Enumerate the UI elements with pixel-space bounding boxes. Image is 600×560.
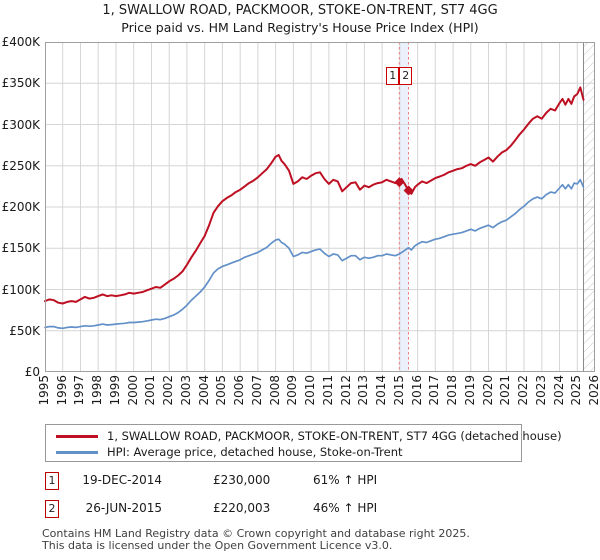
x-tick-label: 2013	[356, 375, 371, 406]
y-tick-label: £200K	[1, 200, 40, 214]
y-tick-label: £350K	[1, 76, 40, 91]
transaction-2-date: 26-JUN-2015	[85, 501, 162, 515]
x-tick-label: 2000	[125, 375, 140, 406]
property-price-line	[44, 86, 585, 305]
y-tick-label: £300K	[1, 117, 40, 132]
x-tick-label: 1998	[90, 375, 105, 406]
x-tick-label: 2019	[462, 375, 477, 406]
sale-flag-1: 1	[386, 67, 400, 85]
x-tick-label: 2001	[143, 375, 158, 406]
x-tick-label: 2025	[569, 375, 584, 406]
page-subtitle: Price paid vs. HM Land Registry's House …	[121, 20, 479, 35]
y-tick-label: £250K	[1, 158, 40, 173]
x-tick-label: 2014	[374, 375, 389, 406]
legend: 1, SWALLOW ROAD, PACKMOOR, STOKE-ON-TREN…	[45, 424, 562, 462]
plot-border	[45, 42, 595, 372]
future-hatch-region	[583, 42, 595, 372]
transaction-1-date: 19-DEC-2014	[82, 473, 162, 487]
x-tick-label: 2015	[391, 375, 406, 406]
x-tick-label: 2016	[409, 375, 424, 406]
legend-row-property: 1, SWALLOW ROAD, PACKMOOR, STOKE-ON-TREN…	[46, 428, 562, 444]
sale-marker-1	[394, 177, 405, 188]
transaction-1-hpi-diff: 61% ↑ HPI	[313, 473, 378, 487]
x-tick-label: 2003	[178, 375, 193, 406]
footer-copyright: Contains HM Land Registry data © Crown c…	[42, 527, 470, 540]
x-tick-label: 1996	[54, 375, 69, 406]
legend-row-hpi: HPI: Average price, detached house, Stok…	[46, 444, 521, 460]
x-tick-label: 2023	[533, 375, 548, 406]
price-chart-plot	[44, 42, 595, 372]
sale-marker-2	[403, 185, 414, 196]
x-tick-label: 2008	[267, 375, 282, 406]
y-tick-label: £0	[24, 365, 40, 379]
sale-flag-2: 2	[399, 67, 413, 85]
x-tick-label: 1999	[107, 375, 122, 406]
x-tick-label: 2002	[161, 375, 176, 406]
transaction-2-hpi-diff: 46% ↑ HPI	[313, 501, 378, 515]
x-tick-label: 2009	[285, 375, 300, 406]
x-tick-label: 2024	[551, 375, 566, 406]
y-tick-label: £400K	[1, 35, 40, 49]
x-tick-label: 2011	[320, 375, 335, 406]
x-tick-label: 2020	[480, 375, 495, 406]
transaction-2-price: £220,003	[213, 501, 271, 515]
hpi-average-line	[44, 178, 585, 330]
transaction-1-price: £230,000	[213, 473, 271, 487]
legend-label-property: 1, SWALLOW ROAD, PACKMOOR, STOKE-ON-TREN…	[107, 429, 562, 443]
hpi-line-swatch	[56, 450, 98, 454]
y-tick-label: £50K	[9, 323, 40, 338]
x-tick-label: 2012	[338, 375, 353, 406]
x-tick-label: 2018	[445, 375, 460, 406]
y-tick-label: £150K	[1, 241, 40, 256]
x-tick-label: 2017	[427, 375, 442, 406]
x-tick-label: 1995	[37, 375, 51, 406]
property-line-swatch	[56, 434, 98, 438]
footer-licence: This data is licensed under the Open Gov…	[42, 539, 393, 552]
transaction-2-flag: 2	[45, 500, 59, 518]
legend-label-hpi: HPI: Average price, detached house, Stok…	[107, 445, 403, 459]
page-title: 1, SWALLOW ROAD, PACKMOOR, STOKE-ON-TREN…	[102, 3, 498, 18]
x-tick-label: 1997	[72, 375, 87, 406]
x-tick-label: 2007	[249, 375, 264, 406]
y-tick-label: £100K	[1, 282, 40, 297]
x-tick-label: 2021	[498, 375, 513, 406]
x-tick-label: 2006	[232, 375, 247, 406]
x-tick-label: 2026	[587, 375, 600, 406]
x-tick-label: 2004	[196, 375, 211, 406]
x-tick-label: 2005	[214, 375, 229, 406]
transaction-1-flag: 1	[45, 472, 59, 490]
x-tick-label: 2022	[516, 375, 531, 406]
price-chart-svg	[44, 42, 595, 372]
x-tick-label: 2010	[303, 375, 318, 406]
